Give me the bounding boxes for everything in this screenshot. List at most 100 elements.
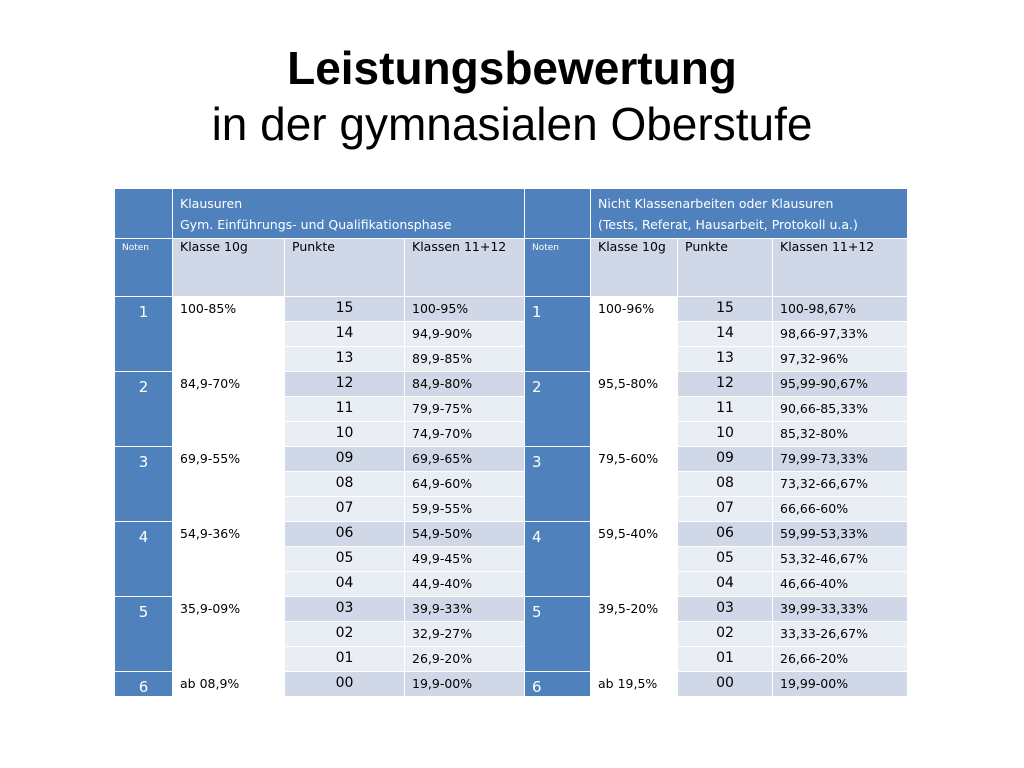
points-cell-left: 09 [284, 446, 405, 472]
points-cell-left: 06 [284, 521, 405, 547]
table-row: 07 59,9-55% 07 66,66-60% [115, 496, 908, 522]
header-blank-right [524, 188, 591, 239]
table-row: 4 54,9-36% 06 54,9-50% 4 59,5-40% 06 59,99-53,3… [114, 521, 908, 597]
table-row: 10 74,9-70% 10 85,32-80% [115, 421, 908, 447]
table-row: 04 44,9-40% 04 46,66-40% [115, 571, 908, 597]
grade-cell-right: 5 [524, 596, 591, 672]
subheader-klasse10g-left: Klasse 10g [172, 238, 285, 297]
klasse10g-range-right: ab 19,5% [590, 671, 678, 697]
percent-cell-right: 19,99-00% [772, 671, 908, 697]
grade-cell-left: 3 [114, 446, 173, 522]
points-cell-right: 15 [677, 296, 773, 322]
klasse10g-range-right: 95,5-80% [590, 371, 678, 447]
grade-cell-right: 3 [524, 446, 591, 522]
subheader-klassen1112-right: Klassen 11+12 [772, 238, 908, 297]
percent-cell-left: 19,9-00% [404, 671, 525, 697]
points-cell-right: 10 [677, 421, 773, 447]
points-cell-left: 01 [284, 646, 405, 672]
grade-cell-right: 2 [524, 371, 591, 447]
table-row: 02 32,9-27% 02 33,33-26,67% [115, 621, 908, 647]
percent-cell-right: 97,32-96% [772, 346, 908, 372]
klasse10g-range-left: 100-85% [172, 296, 285, 372]
percent-cell-right: 53,32-46,67% [772, 546, 908, 572]
table-row: 6 ab 08,9% 00 19,9-00% 6 ab 19,5% 00 19,99-00% [114, 671, 908, 697]
points-cell-left: 14 [284, 321, 405, 347]
klasse10g-range-left: 35,9-09% [172, 596, 285, 672]
table-row: 3 69,9-55% 09 69,9-65% 3 79,5-60% 09 79,99-73,3… [114, 446, 908, 522]
table-row: 5 35,9-09% 03 39,9-33% 5 39,5-20% 03 39,99-33,3… [114, 596, 908, 672]
grade-cell-right: 1 [524, 296, 591, 372]
percent-cell-right: 100-98,67% [772, 296, 908, 322]
table-row: 1 100-85% 15 100-95% 1 100-96% 15 100-98,67% [114, 296, 908, 372]
points-cell-left: 13 [284, 346, 405, 372]
grade-cell-left: 2 [114, 371, 173, 447]
subheader-noten-left: Noten [114, 238, 173, 297]
percent-cell-left: 79,9-75% [404, 396, 525, 422]
points-cell-left: 11 [284, 396, 405, 422]
klasse10g-range-left: 69,9-55% [172, 446, 285, 522]
points-cell-right: 02 [677, 621, 773, 647]
percent-cell-right: 85,32-80% [772, 421, 908, 447]
percent-cell-left: 26,9-20% [404, 646, 525, 672]
subheader-row: Noten Klasse 10g Punkte Klassen 11+12 No… [114, 238, 908, 297]
percent-cell-left: 69,9-65% [404, 446, 525, 472]
points-cell-left: 07 [284, 496, 405, 522]
percent-cell-right: 46,66-40% [772, 571, 908, 597]
grade-cell-right: 6 [524, 671, 591, 697]
points-cell-left: 10 [284, 421, 405, 447]
klasse10g-range-right: 39,5-20% [590, 596, 678, 672]
percent-cell-right: 90,66-85,33% [772, 396, 908, 422]
points-cell-right: 00 [677, 671, 773, 697]
klasse10g-range-right: 100-96% [590, 296, 678, 372]
points-cell-left: 03 [284, 596, 405, 622]
points-cell-left: 02 [284, 621, 405, 647]
points-cell-right: 03 [677, 596, 773, 622]
points-cell-right: 09 [677, 446, 773, 472]
points-cell-right: 13 [677, 346, 773, 372]
header-row: Klausuren Gym. Einführungs- und Qualifik… [114, 188, 908, 239]
klasse10g-range-left: ab 08,9% [172, 671, 285, 697]
points-cell-right: 05 [677, 546, 773, 572]
percent-cell-right: 98,66-97,33% [772, 321, 908, 347]
percent-cell-left: 59,9-55% [404, 496, 525, 522]
points-cell-right: 01 [677, 646, 773, 672]
percent-cell-left: 64,9-60% [404, 471, 525, 497]
table-row: 2 84,9-70% 12 84,9-80% 2 95,5-80% 12 95,99-90,6… [114, 371, 908, 447]
grading-table: Klausuren Gym. Einführungs- und Qualifik… [114, 188, 908, 697]
points-cell-right: 11 [677, 396, 773, 422]
percent-cell-left: 84,9-80% [404, 371, 525, 397]
grade-cell-left: 6 [114, 671, 173, 697]
header-klausuren-line2: Gym. Einführungs- und Qualifikationsphas… [180, 217, 452, 232]
points-cell-right: 14 [677, 321, 773, 347]
grade-cell-left: 5 [114, 596, 173, 672]
klasse10g-range-right: 79,5-60% [590, 446, 678, 522]
grade-cell-left: 1 [114, 296, 173, 372]
subheader-klasse10g-right: Klasse 10g [590, 238, 678, 297]
header-blank-left [114, 188, 173, 239]
grade-cell-left: 4 [114, 521, 173, 597]
header-nicht-klausuren-line2: (Tests, Referat, Hausarbeit, Protokoll u… [598, 217, 858, 232]
percent-cell-right: 73,32-66,67% [772, 471, 908, 497]
grade-cell-right: 4 [524, 521, 591, 597]
percent-cell-right: 39,99-33,33% [772, 596, 908, 622]
percent-cell-right: 79,99-73,33% [772, 446, 908, 472]
points-cell-left: 12 [284, 371, 405, 397]
percent-cell-right: 95,99-90,67% [772, 371, 908, 397]
points-cell-left: 00 [284, 671, 405, 697]
percent-cell-left: 54,9-50% [404, 521, 525, 547]
title-line-1: Leistungsbewertung [287, 42, 737, 94]
percent-cell-right: 33,33-26,67% [772, 621, 908, 647]
points-cell-left: 08 [284, 471, 405, 497]
table-row: 05 49,9-45% 05 53,32-46,67% [115, 546, 908, 572]
percent-cell-right: 26,66-20% [772, 646, 908, 672]
title-line-2: in der gymnasialen Oberstufe [211, 98, 813, 150]
header-klausuren: Klausuren Gym. Einführungs- und Qualifik… [172, 188, 525, 239]
percent-cell-right: 59,99-53,33% [772, 521, 908, 547]
percent-cell-left: 74,9-70% [404, 421, 525, 447]
table-row: 13 89,9-85% 13 97,32-96% [115, 346, 908, 372]
klasse10g-range-left: 54,9-36% [172, 521, 285, 597]
points-cell-left: 05 [284, 546, 405, 572]
percent-cell-left: 44,9-40% [404, 571, 525, 597]
points-cell-right: 07 [677, 496, 773, 522]
points-cell-left: 15 [284, 296, 405, 322]
